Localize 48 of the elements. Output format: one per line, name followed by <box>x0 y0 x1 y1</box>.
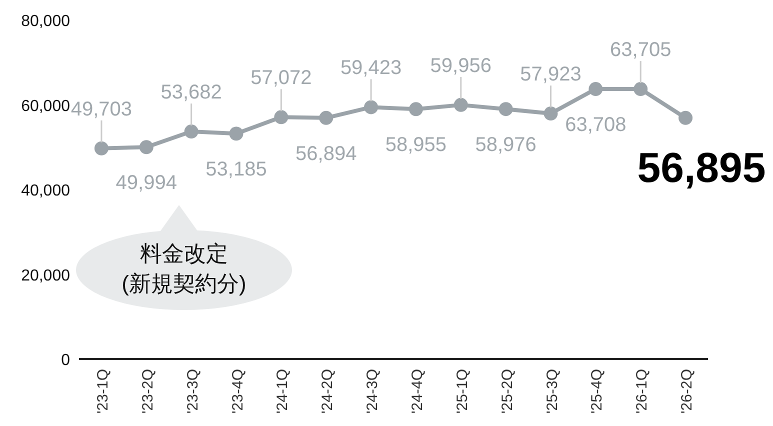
x-tick-label: '23-4Q <box>229 369 246 414</box>
data-label: 53,185 <box>206 158 267 181</box>
point <box>408 102 423 116</box>
point <box>498 102 513 116</box>
data-label: 57,923 <box>520 64 582 86</box>
x-tick-label: '26-2Q <box>678 369 696 414</box>
data-label: 63,705 <box>610 39 672 62</box>
point <box>139 140 154 154</box>
point <box>364 100 378 114</box>
x-tick-label: '26-1Q <box>634 369 651 414</box>
data-label: 49,703 <box>70 98 132 120</box>
x-tick-label: '23-3Q <box>184 369 202 414</box>
y-tick-label: 20,000 <box>21 267 70 284</box>
x-tick-label: '24-2Q <box>319 369 336 414</box>
data-label: 58,955 <box>385 134 447 156</box>
point <box>634 82 648 96</box>
x-tick-label: '24-4Q <box>408 369 426 414</box>
x-tick-label: '24-3Q <box>364 369 382 414</box>
x-tick-label: '25-1Q <box>454 369 471 414</box>
point <box>184 124 198 139</box>
point <box>678 110 693 125</box>
data-label: 57,072 <box>250 67 312 90</box>
x-tick-label: '25-3Q <box>544 369 561 414</box>
x-tick-label: '25-4Q <box>588 369 606 414</box>
data-label: 58,976 <box>475 134 536 156</box>
data-label: 59,956 <box>430 54 492 77</box>
data-label: 49,994 <box>116 172 177 194</box>
x-tick-label: '23-2Q <box>139 369 156 414</box>
data-label: 53,682 <box>160 82 222 104</box>
point <box>454 98 468 112</box>
x-tick-label: '23-1Q <box>94 369 112 414</box>
data-label: 56,894 <box>296 142 357 165</box>
x-tick-label: '25-2Q <box>498 369 516 414</box>
y-tick-label: 0 <box>61 352 70 369</box>
annotation: 料金改定 (新規契約分) <box>122 241 246 296</box>
point <box>229 126 244 141</box>
y-tick-label: 40,000 <box>21 182 70 200</box>
point <box>319 110 334 125</box>
point <box>544 106 558 121</box>
point <box>274 110 288 124</box>
data-label: 59,423 <box>340 57 402 80</box>
x-tick-label: '24-1Q <box>274 369 292 414</box>
point <box>588 82 603 96</box>
y-tick-label: 60,000 <box>21 98 70 115</box>
point <box>94 141 108 156</box>
y-tick-label: 80,000 <box>21 13 70 30</box>
data-label: 63,708 <box>565 114 626 136</box>
data-label: 56,895 <box>637 144 766 191</box>
